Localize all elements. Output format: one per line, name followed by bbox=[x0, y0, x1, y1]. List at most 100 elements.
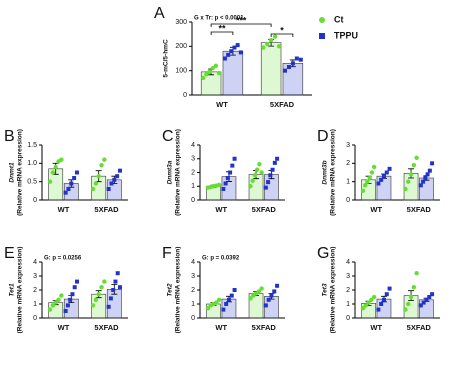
data-point bbox=[252, 173, 258, 178]
legend-label: TPPU bbox=[334, 30, 358, 40]
data-point bbox=[216, 70, 222, 76]
data-point bbox=[47, 307, 53, 312]
data-point bbox=[423, 176, 428, 180]
data-point bbox=[424, 297, 429, 302]
data-point bbox=[365, 179, 370, 184]
data-point bbox=[430, 161, 435, 166]
x-tick-label: WT bbox=[370, 323, 382, 332]
panel-letter: B bbox=[4, 128, 15, 145]
data-point bbox=[235, 43, 240, 48]
x-tick-label: 5XFAD bbox=[94, 205, 119, 214]
data-point bbox=[379, 302, 384, 306]
bar bbox=[260, 42, 282, 96]
data-point bbox=[117, 168, 122, 173]
data-point bbox=[117, 285, 122, 290]
y-axis-label: Tet2 bbox=[167, 283, 174, 297]
data-point bbox=[223, 181, 228, 186]
data-point bbox=[427, 295, 432, 299]
data-point bbox=[106, 187, 111, 191]
data-point bbox=[367, 175, 372, 181]
y-tick-label: 3 bbox=[191, 273, 195, 280]
data-point bbox=[102, 157, 107, 162]
panel-letter: C bbox=[162, 128, 174, 145]
y-axis-label: Dnmt3a bbox=[167, 160, 174, 184]
data-point bbox=[384, 292, 389, 297]
y-tick-label: 4 bbox=[33, 259, 37, 266]
data-point bbox=[93, 181, 99, 186]
significance-bracket bbox=[210, 31, 234, 35]
y-axis-label-2: (Relative mRNA expression) bbox=[175, 247, 182, 334]
data-point bbox=[268, 38, 274, 43]
y-tick-label: 0 bbox=[346, 315, 350, 322]
y-tick-label: 3 bbox=[191, 156, 195, 163]
data-point bbox=[263, 303, 268, 308]
data-point bbox=[411, 162, 417, 168]
y-tick-label: 3 bbox=[33, 273, 37, 280]
data-point bbox=[257, 162, 262, 167]
bar bbox=[419, 299, 434, 319]
panel-letter: F bbox=[162, 245, 172, 262]
data-point bbox=[272, 160, 277, 165]
legend-marker bbox=[319, 33, 325, 39]
data-point bbox=[70, 292, 75, 297]
data-point bbox=[427, 168, 432, 173]
data-point bbox=[232, 288, 237, 292]
data-point bbox=[74, 279, 79, 284]
y-tick-label: 300 bbox=[175, 19, 187, 26]
x-tick-label: 5XFAD bbox=[407, 323, 432, 332]
annotation: G x Tr: p < 0.0001 bbox=[194, 16, 244, 22]
x-tick-label: 5XFAD bbox=[252, 323, 277, 332]
panel-letter: E bbox=[4, 245, 15, 262]
legend-marker bbox=[319, 17, 325, 23]
y-tick-label: 2 bbox=[191, 169, 195, 176]
x-tick-label: 5XFAD bbox=[407, 205, 432, 214]
data-point bbox=[221, 187, 226, 191]
data-point bbox=[403, 307, 408, 312]
data-point bbox=[360, 306, 366, 311]
data-point bbox=[275, 283, 280, 288]
y-tick-label: 0 bbox=[191, 197, 195, 204]
x-tick-label: 5XFAD bbox=[252, 205, 277, 214]
data-point bbox=[418, 183, 423, 188]
data-point bbox=[222, 56, 227, 61]
data-point bbox=[232, 156, 237, 161]
significance-label: ** bbox=[218, 23, 226, 33]
annotation: G: p = 0.0392 bbox=[202, 256, 240, 262]
data-point bbox=[259, 170, 264, 175]
data-point bbox=[65, 303, 70, 308]
data-point bbox=[286, 65, 291, 70]
data-point bbox=[59, 293, 64, 298]
y-tick-label: 0 bbox=[191, 315, 195, 322]
data-point bbox=[408, 294, 414, 300]
significance-bracket bbox=[270, 33, 294, 37]
x-tick-label: WT bbox=[58, 205, 70, 214]
data-point bbox=[214, 300, 219, 305]
data-point bbox=[204, 72, 209, 77]
data-point bbox=[205, 306, 211, 311]
data-point bbox=[226, 297, 231, 302]
y-tick-label: 1.0 bbox=[27, 160, 37, 167]
data-point bbox=[53, 164, 58, 170]
y-tick-label: 4 bbox=[191, 259, 195, 266]
data-point bbox=[228, 170, 233, 175]
y-tick-label: 3 bbox=[346, 142, 350, 149]
y-tick-label: 1 bbox=[346, 179, 350, 186]
data-point bbox=[260, 45, 266, 50]
y-tick-label: 0 bbox=[33, 315, 37, 322]
data-point bbox=[387, 166, 392, 171]
data-point bbox=[50, 170, 56, 175]
data-point bbox=[102, 279, 107, 284]
y-tick-label: 1 bbox=[33, 301, 37, 308]
data-point bbox=[226, 52, 231, 57]
data-point bbox=[381, 297, 386, 302]
data-point bbox=[99, 162, 104, 168]
data-point bbox=[108, 296, 113, 301]
data-point bbox=[111, 288, 116, 292]
data-point bbox=[53, 300, 58, 305]
data-point bbox=[113, 279, 118, 284]
data-point bbox=[115, 271, 120, 276]
data-point bbox=[225, 176, 230, 180]
data-point bbox=[266, 180, 271, 185]
data-point bbox=[238, 50, 243, 55]
